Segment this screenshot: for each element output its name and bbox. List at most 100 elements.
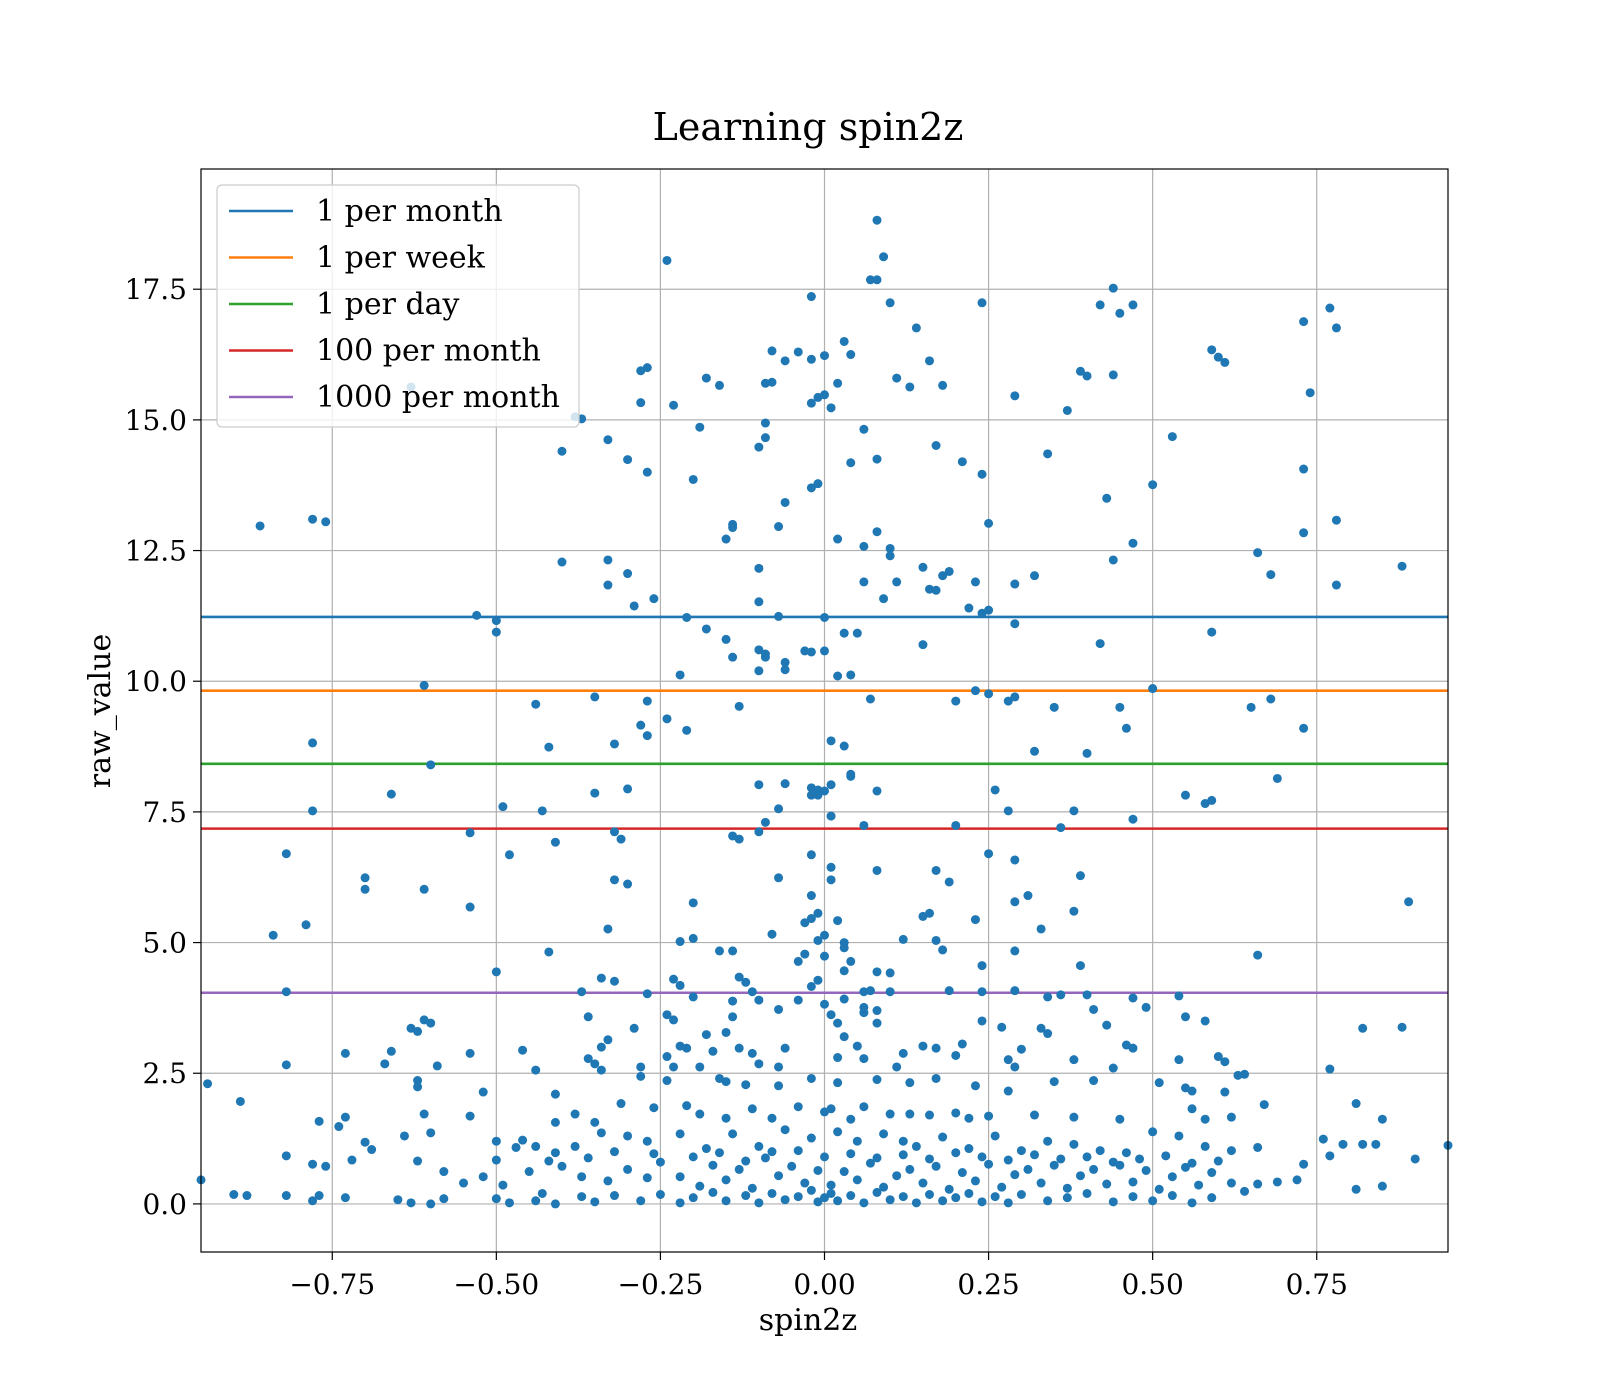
scatter-point (833, 1127, 843, 1137)
scatter-point (728, 523, 738, 533)
scatter-point (675, 1172, 685, 1182)
scatter-point (951, 696, 961, 706)
scatter-point (669, 1062, 679, 1072)
scatter-point (419, 680, 429, 690)
scatter-point (1043, 1029, 1053, 1039)
scatter-point (859, 1008, 869, 1018)
scatter-point (767, 1188, 777, 1198)
scatter-point (498, 1180, 508, 1190)
scatter-point (590, 788, 600, 798)
scatter-point (839, 943, 849, 953)
y-tick-label: 10.0 (125, 665, 187, 698)
scatter-point (1410, 1154, 1420, 1164)
scatter-point (918, 562, 928, 572)
x-tick-label: 0.00 (793, 1268, 855, 1301)
scatter-point (806, 891, 816, 901)
scatter-point (767, 1113, 777, 1123)
scatter-point (839, 966, 849, 976)
scatter-point (472, 610, 482, 620)
scatter-point (806, 914, 816, 924)
scatter-point (754, 780, 764, 790)
scatter-point (1154, 1078, 1164, 1088)
scatter-point (793, 956, 803, 966)
scatter-point (1108, 370, 1118, 380)
scatter-point (800, 949, 810, 959)
scatter-point (938, 571, 948, 581)
scatter-point (813, 935, 823, 945)
scatter-point (1207, 795, 1217, 805)
scatter-point (1161, 1151, 1171, 1161)
scatter-point (760, 817, 770, 827)
scatter-point (308, 1196, 318, 1206)
scatter-point (820, 612, 829, 622)
scatter-point (1108, 1197, 1118, 1207)
scatter-point (820, 951, 829, 961)
scatter-point (1010, 897, 1020, 907)
scatter-point (1010, 1062, 1020, 1072)
scatter-point (1213, 1052, 1223, 1062)
scatter-point (721, 1113, 731, 1123)
scatter-point (340, 1048, 350, 1058)
scatter-point (649, 594, 659, 604)
scatter-point (938, 945, 948, 955)
scatter-point (609, 739, 619, 749)
scatter-point (695, 1109, 705, 1119)
scatter-point (859, 820, 869, 830)
scatter-point (747, 1104, 757, 1114)
scatter-point (721, 1027, 731, 1037)
scatter-point (636, 1071, 646, 1081)
scatter-point (1128, 1177, 1138, 1187)
scatter-point (386, 789, 396, 799)
scatter-point (970, 686, 980, 696)
scatter-point (1036, 924, 1046, 934)
scatter-point (892, 577, 902, 587)
scatter-point (833, 671, 843, 681)
scatter-point (603, 580, 613, 590)
scatter-point (977, 1016, 987, 1026)
scatter-point (1030, 571, 1040, 581)
scatter-point (1167, 1172, 1177, 1182)
scatter-point (1377, 1114, 1387, 1124)
scatter-point (1141, 1002, 1151, 1012)
scatter-point (1351, 1184, 1361, 1194)
scatter-point (1030, 1110, 1040, 1120)
scatter-point (642, 1136, 652, 1146)
scatter-point (721, 1175, 731, 1185)
scatter-point (977, 1197, 987, 1207)
scatter-point (1089, 1004, 1099, 1014)
scatter-point (951, 820, 961, 830)
scatter-point (1036, 1023, 1046, 1033)
scatter-point (859, 1198, 869, 1208)
scatter-point (308, 806, 318, 816)
scatter-point (760, 649, 770, 659)
scatter-point (990, 1192, 1000, 1202)
scatter-point (1141, 1165, 1151, 1175)
scatter-point (931, 440, 941, 450)
scatter-point (984, 689, 994, 699)
scatter-point (1194, 1180, 1204, 1190)
scatter-point (1299, 723, 1309, 733)
scatter-point (793, 1192, 803, 1202)
scatter-point (826, 1188, 836, 1198)
scatter-point (931, 865, 941, 875)
scatter-point (833, 1078, 843, 1088)
scatter-point (1115, 1114, 1125, 1124)
scatter-point (675, 980, 685, 990)
scatter-point (944, 566, 954, 576)
scatter-point (826, 780, 836, 790)
scatter-point (459, 1178, 469, 1188)
scatter-point (754, 995, 764, 1005)
scatter-point (1167, 1191, 1177, 1201)
scatter-point (826, 1010, 836, 1020)
scatter-point (1299, 317, 1309, 327)
scatter-point (596, 1042, 606, 1052)
scatter-point (984, 605, 994, 615)
scatter-point (596, 1065, 606, 1075)
scatter-point (813, 1197, 823, 1207)
scatter-point (728, 1129, 738, 1139)
scatter-point (636, 366, 646, 376)
scatter-point (898, 1136, 908, 1146)
scatter-point (938, 1196, 948, 1206)
scatter-point (1016, 1146, 1026, 1156)
scatter-point (747, 987, 757, 997)
